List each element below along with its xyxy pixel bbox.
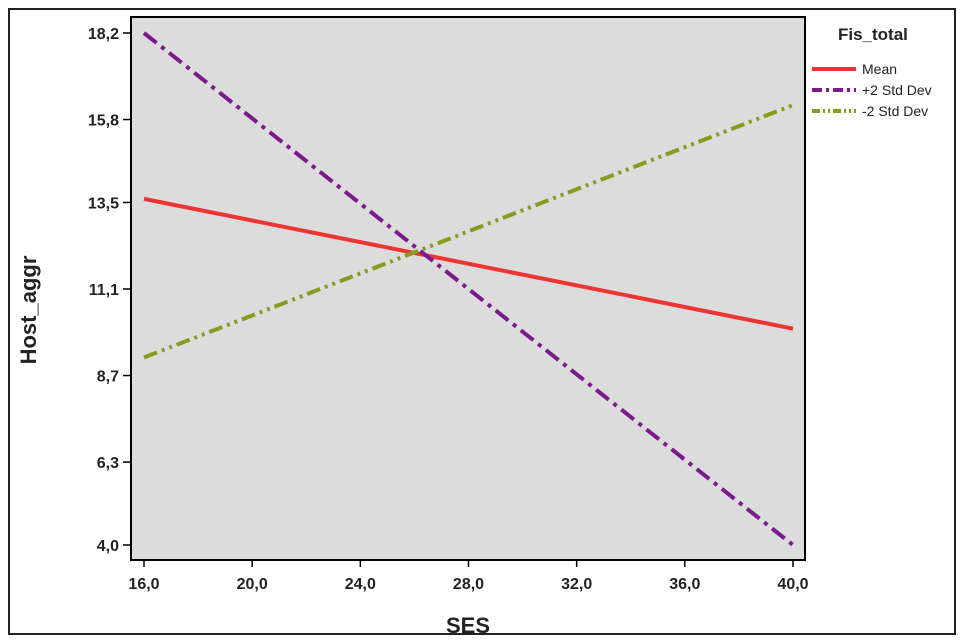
y-tick-label: 13,5 [88, 195, 119, 212]
legend: Fis_total Mean +2 Std Dev -2 Std Dev [812, 25, 932, 119]
series-layer [142, 31, 795, 547]
legend-title: Fis_total [838, 25, 908, 44]
x-tick-label: 16,0 [128, 576, 159, 593]
legend-label-2-std-dev: +2 Std Dev [862, 82, 932, 98]
y-axis: 4,0 6,3 8,7 11,1 13,5 15,8 18,2 [88, 26, 131, 555]
series-line-mean [143, 196, 794, 331]
y-tick-label: 4,0 [97, 538, 119, 555]
x-tick-label: 40,0 [777, 576, 808, 593]
series-line-2-std-dev [143, 103, 794, 360]
y-tick-label: 15,8 [88, 113, 119, 130]
y-axis-label: Host_aggr [16, 255, 41, 364]
x-axis-label: SES [446, 613, 490, 638]
x-tick-label: 24,0 [345, 576, 376, 593]
y-tick-label: 18,2 [88, 26, 119, 43]
plot-area [130, 16, 806, 561]
series-line-2-std-dev [142, 31, 795, 547]
legend-label-2-std-dev: -2 Std Dev [862, 103, 928, 119]
legend-label-mean: Mean [862, 61, 897, 77]
y-tick-label: 6,3 [97, 455, 119, 472]
y-tick-label: 11,1 [89, 282, 119, 299]
y-tick-label: 8,7 [97, 369, 119, 386]
x-axis: 16,0 20,0 24,0 28,0 32,0 36,0 40,0 [128, 560, 809, 593]
x-tick-label: 28,0 [453, 576, 484, 593]
x-tick-label: 32,0 [561, 576, 592, 593]
legend-items: Mean +2 Std Dev -2 Std Dev [812, 61, 932, 119]
x-tick-label: 36,0 [669, 576, 700, 593]
x-tick-label: 20,0 [237, 576, 268, 593]
